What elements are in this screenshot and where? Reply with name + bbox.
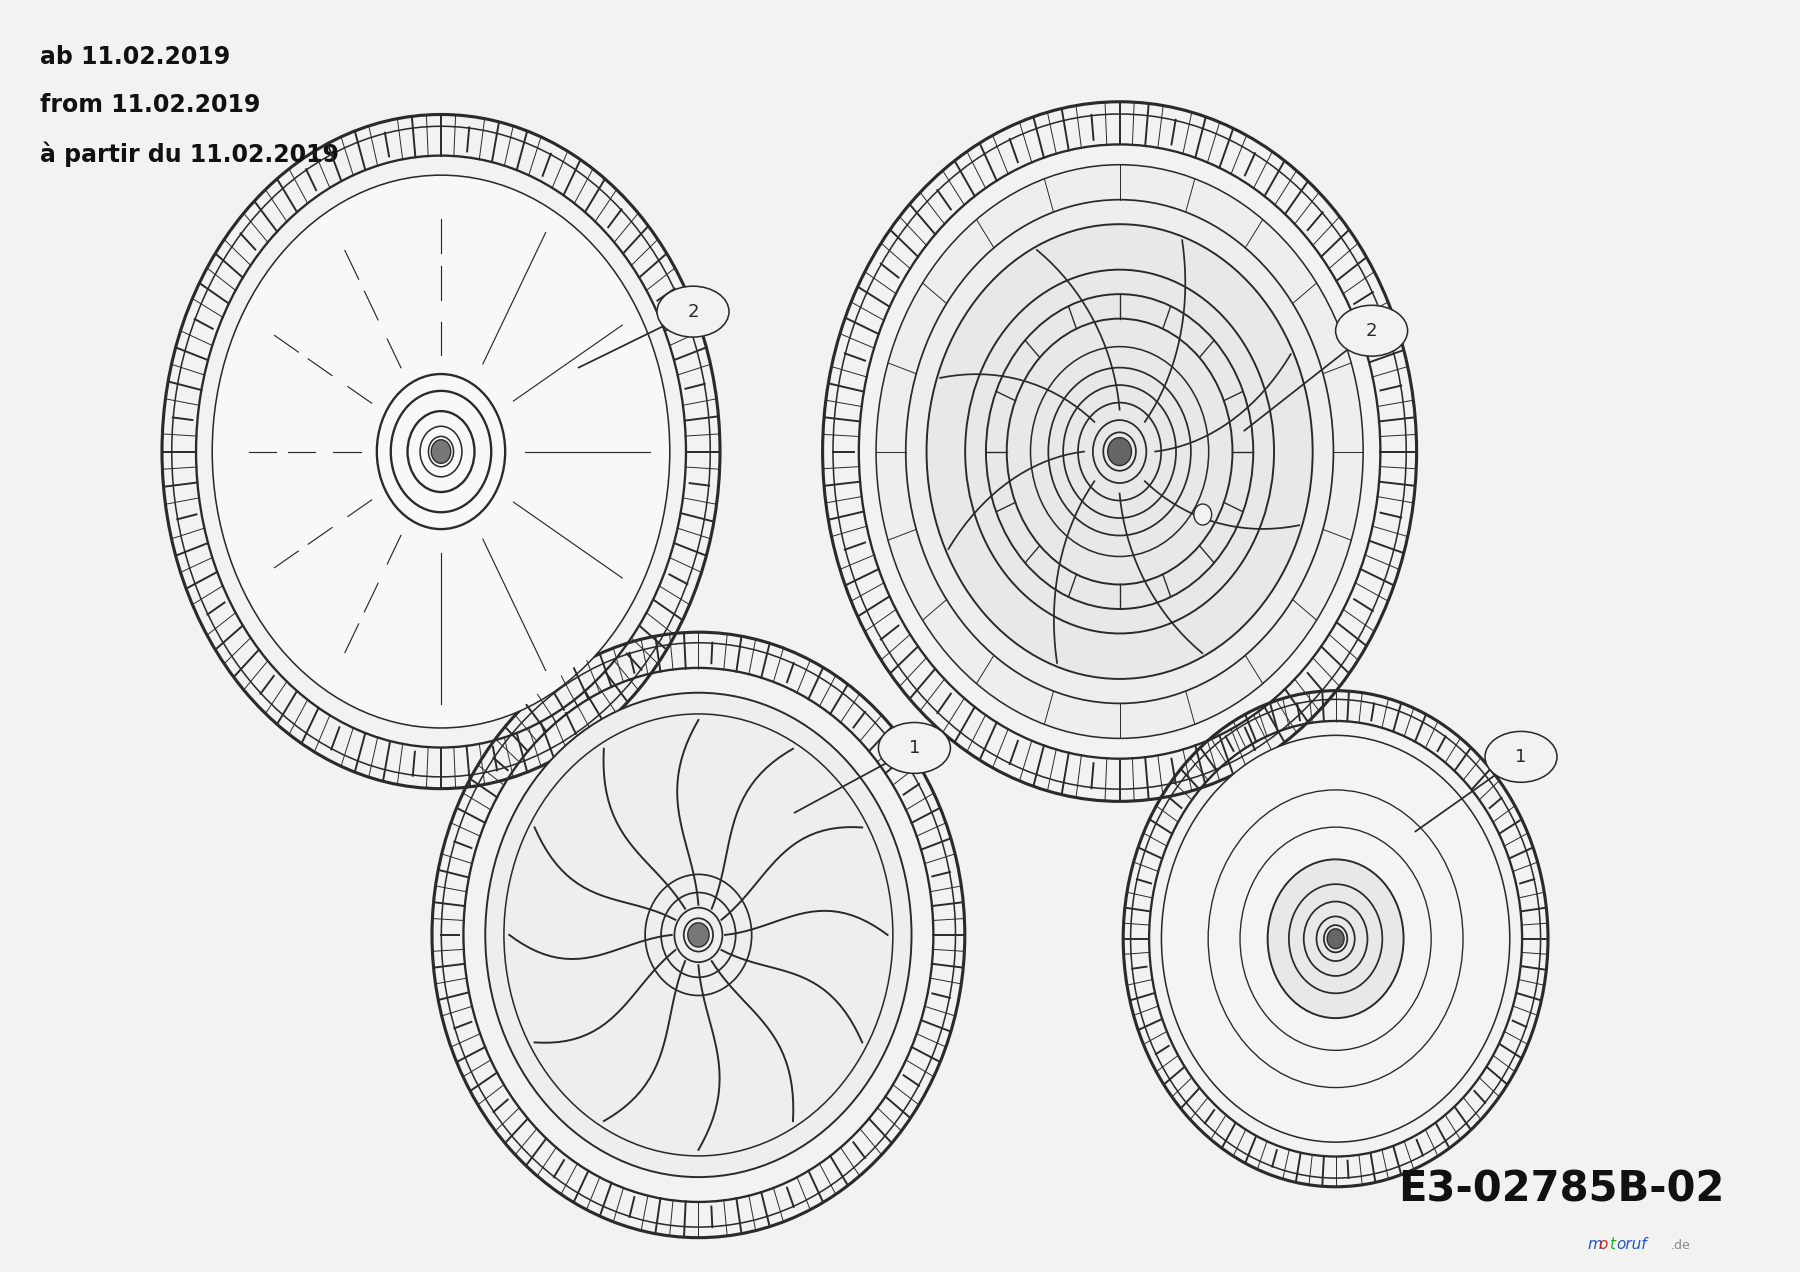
Text: m: m: [1588, 1236, 1602, 1252]
Text: .de: .de: [1670, 1239, 1690, 1252]
Text: 1: 1: [1516, 748, 1526, 766]
Ellipse shape: [817, 94, 1422, 809]
Ellipse shape: [1193, 504, 1211, 525]
Ellipse shape: [432, 440, 450, 463]
Text: o: o: [1598, 1236, 1607, 1252]
Text: from 11.02.2019: from 11.02.2019: [40, 93, 259, 117]
Circle shape: [1336, 305, 1408, 356]
Ellipse shape: [212, 176, 670, 728]
Ellipse shape: [1107, 438, 1132, 466]
Text: 2: 2: [1366, 322, 1377, 340]
Ellipse shape: [427, 626, 970, 1244]
Ellipse shape: [1120, 686, 1552, 1192]
Circle shape: [1485, 731, 1557, 782]
Ellipse shape: [486, 693, 911, 1177]
Text: oruf: oruf: [1616, 1236, 1647, 1252]
Text: E3-02785B-02: E3-02785B-02: [1399, 1169, 1724, 1211]
Ellipse shape: [877, 164, 1363, 738]
Ellipse shape: [1327, 929, 1345, 949]
Ellipse shape: [157, 108, 725, 795]
Text: ab 11.02.2019: ab 11.02.2019: [40, 45, 230, 69]
Ellipse shape: [1267, 860, 1404, 1018]
Ellipse shape: [927, 224, 1312, 679]
Circle shape: [878, 722, 950, 773]
Text: à partir du 11.02.2019: à partir du 11.02.2019: [40, 141, 338, 167]
Ellipse shape: [688, 922, 709, 948]
Text: 1: 1: [909, 739, 920, 757]
Circle shape: [657, 286, 729, 337]
Ellipse shape: [1161, 735, 1510, 1142]
Text: t: t: [1609, 1236, 1615, 1252]
Text: 2: 2: [688, 303, 698, 321]
